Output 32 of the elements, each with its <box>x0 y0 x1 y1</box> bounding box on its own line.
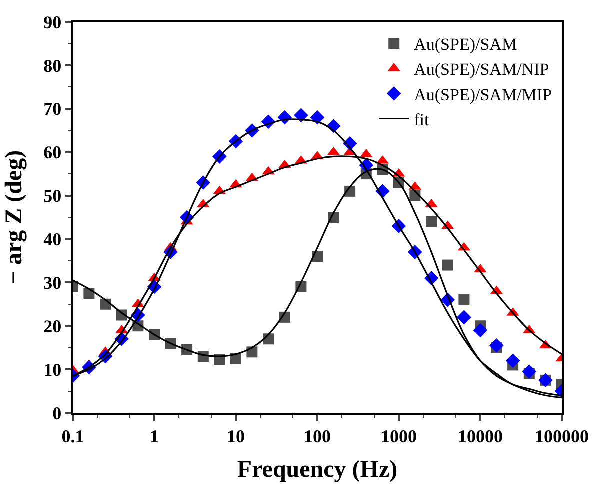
legend-label: Au(SPE)/SAM/MIP <box>414 85 552 104</box>
point <box>522 364 537 379</box>
point <box>442 260 454 271</box>
point <box>426 216 438 228</box>
point <box>458 294 470 306</box>
point <box>294 108 308 123</box>
point <box>457 310 472 325</box>
x-tick-label: 10 <box>227 426 245 446</box>
legend-label: Au(SPE)/SAM/NIP <box>414 60 550 80</box>
y-tick-label: 40 <box>44 230 62 250</box>
point <box>473 323 488 338</box>
y-tick-label: 10 <box>44 360 62 380</box>
x-tick-label: 0.1 <box>62 426 84 446</box>
x-axis-title: Frequency (Hz) <box>237 457 398 484</box>
y-axis-title: − arg Z (deg) <box>1 150 28 285</box>
point <box>506 354 520 368</box>
x-tick-label: 1000 <box>381 426 417 446</box>
y-tick-label: 50 <box>44 186 62 206</box>
point <box>490 338 504 353</box>
x-tick-label: 100000 <box>535 426 589 446</box>
x-tick-label: 10000 <box>458 426 503 446</box>
y-tick-label: 60 <box>44 142 62 163</box>
y-tick-label: 90 <box>44 12 62 32</box>
legend-label: Au(SPE)/SAM <box>414 35 518 54</box>
x-tick-label: 100 <box>304 426 331 446</box>
y-tick-label: 0 <box>52 403 62 424</box>
y-tick-label: 30 <box>44 272 62 293</box>
y-tick-label: 70 <box>44 99 62 120</box>
y-tick-label: 80 <box>44 56 62 76</box>
legend-label: fit <box>414 110 430 130</box>
y-tick-label: 20 <box>44 316 62 336</box>
x-tick-label: 1 <box>150 426 159 446</box>
